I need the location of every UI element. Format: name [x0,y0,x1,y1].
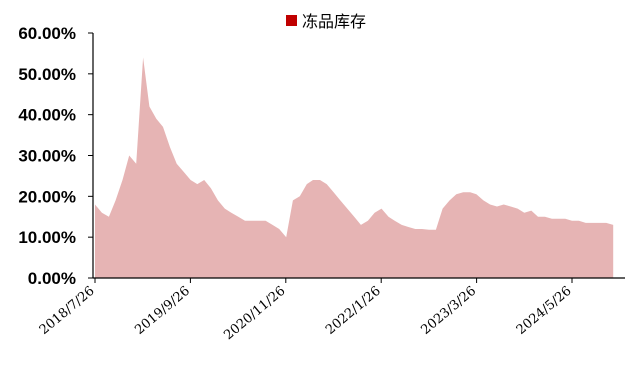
legend-marker [286,15,297,26]
y-tick-label: 20.00% [18,187,76,206]
y-tick-label: 30.00% [18,147,76,166]
x-tick-label: 2019/9/26 [132,284,193,338]
legend: 冻品库存 [286,12,366,31]
x-axis-ticks: 2018/7/26 2019/9/26 2020/11/26 2022/1/26 202… [37,278,575,343]
y-tick-label: 0.00% [28,269,76,288]
y-tick-label: 10.00% [18,228,76,247]
plot-area: 0.00% 10.00% 20.00% 30.00% 40.00% 50.00% 60.00… [18,24,625,343]
y-tick-label: 50.00% [18,65,76,84]
x-tick-label: 2020/11/26 [221,284,288,344]
legend-label: 冻品库存 [302,12,366,31]
series-area [95,57,614,278]
x-tick-label: 2022/1/26 [323,284,384,338]
y-tick-label: 60.00% [18,24,76,43]
x-tick-label: 2023/3/26 [418,284,479,338]
y-axis-ticks: 0.00% 10.00% 20.00% 30.00% 40.00% 50.00% 60.00… [18,24,93,288]
x-tick-label: 2018/7/26 [37,284,98,338]
y-tick-label: 40.00% [18,106,76,125]
x-tick-label: 2024/5/26 [514,284,575,338]
